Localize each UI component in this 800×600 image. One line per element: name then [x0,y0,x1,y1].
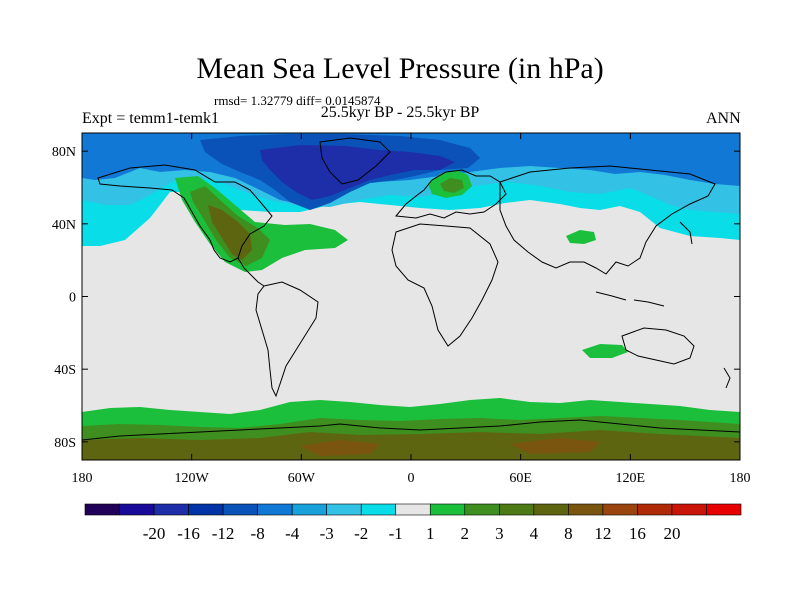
contour-asia-green [566,230,596,244]
lat-tick-label: 80S [54,436,76,451]
colorbar-swatch [326,503,362,516]
coastlines [82,137,740,441]
map-subtitle: 25.5kyr BP - 25.5kyr BP [320,104,480,121]
colorbar: -20 -16 -12 -8 -4 -3 -2 -1 1 2 3 4 8 12 16 20 [84,503,742,543]
colorbar-swatch [395,503,431,516]
lat-tick-label: 40N [52,218,76,233]
colorbar-swatch [499,503,535,516]
coast-central-america [237,257,265,287]
lon-tick-label: 180 [72,471,93,486]
colorbar-label: 16 [629,524,646,543]
contour-s-brown [300,440,380,456]
colorbar-label: -20 [143,524,166,543]
contour-s-olive [82,430,740,460]
colorbar-swatch [291,503,327,516]
pressure-field [82,133,740,460]
colorbar-label: -8 [251,524,265,543]
colorbar-label: -3 [320,524,334,543]
contour-n-darkblue [260,145,455,200]
coast-indonesia [595,291,665,307]
contour-scand-dark [440,178,464,193]
colorbar-swatch [602,503,638,516]
colorbar-label: -4 [285,524,300,543]
colorbar-label: -2 [354,524,368,543]
colorbar-label: 1 [426,524,435,543]
colorbar-label: 2 [461,524,470,543]
axis-ticks: 180 120W 60W 0 60E 120E 180 80N 40N 0 40S 80S [52,133,751,486]
colorbar-label: -12 [212,524,235,543]
contour-na-olive [208,205,252,260]
coast-australia [621,327,695,365]
lon-tick-label: 0 [408,471,415,486]
colorbar-label: -1 [389,524,403,543]
colorbar-swatch [257,503,293,516]
colorbar-swatch [671,503,707,516]
experiment-label: Expt = temm1-temk1 [82,110,219,127]
lat-tick-label: 80N [52,145,76,160]
season-label: ANN [706,110,741,127]
lat-tick-label: 40S [54,363,76,378]
coast-africa [391,223,499,347]
colorbar-swatch [533,503,569,516]
colorbar-swatch [119,503,155,516]
colorbar-label: 3 [495,524,504,543]
coast-south-america [255,281,319,398]
lon-tick-label: 120W [175,471,210,486]
lat-tick-label: 0 [69,291,76,306]
map-title: Mean Sea Level Pressure (in hPa) [196,52,604,85]
coast-antarctica [82,419,740,441]
colorbar-swatch [568,503,604,516]
colorbar-label: 4 [530,524,539,543]
lon-tick-label: 60W [288,471,316,486]
colorbar-swatch [222,503,258,516]
lon-tick-label: 180 [730,471,751,486]
colorbar-label: 20 [663,524,680,543]
contour-s-brown2 [510,438,600,454]
colorbar-swatch [360,503,397,516]
lon-tick-label: 120E [616,471,646,486]
coast-greenland [319,137,391,185]
colorbar-swatch [464,503,500,516]
colorbar-swatch [153,503,189,516]
colorbar-label: 8 [564,524,573,543]
rmsd-diff-stats: rmsd= 1.32779 diff= 0.0145874 [214,93,381,108]
colorbar-label: -16 [177,524,200,543]
contour-aus-green [582,344,628,358]
colorbar-swatch [429,503,466,516]
coast-asia [499,165,716,275]
coast-japan [679,221,693,245]
colorbar-swatch [706,503,742,516]
colorbar-label: 12 [594,524,611,543]
coast-new-zealand [723,367,731,389]
colorbar-swatch [188,503,224,516]
colorbar-swatch [84,503,120,516]
lon-tick-label: 60E [509,471,532,486]
colorbar-swatch [637,503,673,516]
